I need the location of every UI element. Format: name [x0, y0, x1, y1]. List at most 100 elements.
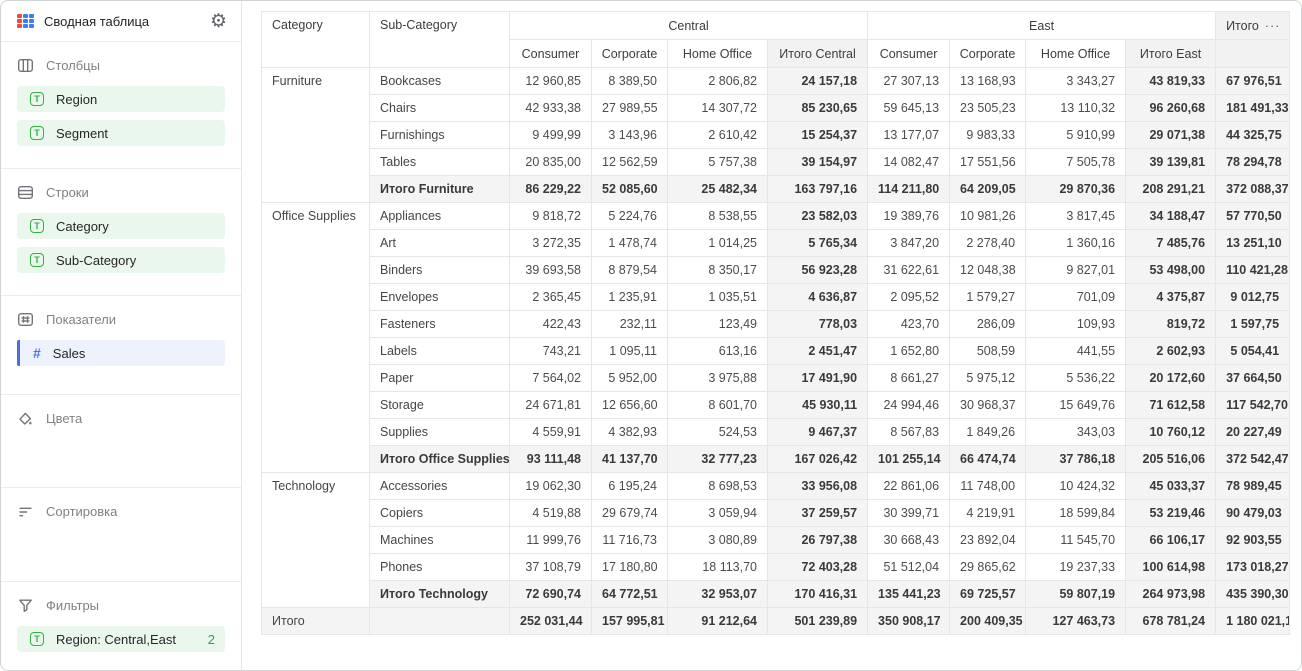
value-cell: 1 014,25	[667, 229, 768, 257]
field-segment[interactable]: T Segment	[17, 120, 225, 146]
divider	[1, 168, 241, 169]
subcategory-cell: Envelopes	[369, 283, 510, 311]
dimension-type-icon: T	[30, 632, 44, 646]
value-cell: 51 512,04	[867, 553, 951, 581]
total-value-cell: 2 602,93	[1125, 337, 1217, 365]
section-label: Столбцы	[46, 58, 100, 73]
total-value-cell: 92 903,55	[1215, 526, 1291, 554]
field-sub-category[interactable]: T Sub-Category	[17, 247, 225, 273]
measures-icon	[17, 311, 34, 328]
value-cell: 1 579,27	[949, 283, 1027, 311]
total-value-cell: 53 498,00	[1125, 256, 1217, 284]
chart-type-title: Сводная таблица	[44, 13, 150, 29]
total-value-cell: 173 018,27	[1215, 553, 1291, 581]
field-region[interactable]: T Region	[17, 86, 225, 112]
value-cell: 8 538,55	[667, 202, 768, 230]
value-cell: 64 772,51	[591, 580, 668, 608]
subcategory-cell: Appliances	[369, 202, 510, 230]
value-cell: 127 463,73	[1025, 607, 1127, 635]
pivot-row: Phones 37 108,79 17 180,80 18 113,70 72 403,…	[262, 553, 1291, 581]
total-value-cell: 9 012,75	[1215, 283, 1291, 311]
value-cell: 9 499,99	[509, 121, 592, 149]
value-cell: 27 989,55	[591, 94, 668, 122]
dimension-type-icon: T	[30, 92, 44, 106]
value-cell: 441,55	[1025, 337, 1127, 365]
total-value-cell: 44 325,75	[1215, 121, 1291, 149]
value-cell: 69 725,57	[949, 580, 1027, 608]
total-value-cell: 17 491,90	[766, 364, 869, 392]
value-cell: 14 307,72	[667, 94, 768, 122]
pivot-row: Furniture Bookcases 12 960,85 8 389,50 2 806…	[261, 67, 1291, 203]
value-cell: 42 933,38	[509, 94, 592, 122]
total-value-cell: 2 451,47	[766, 337, 869, 365]
field-sales[interactable]: # Sales	[17, 340, 225, 366]
dimension-type-icon: T	[30, 253, 44, 267]
dimension-type-icon: T	[30, 126, 44, 140]
column-menu-icon[interactable]: ···	[1264, 18, 1281, 33]
value-cell: 29 870,36	[1025, 175, 1127, 203]
value-cell: 72 690,74	[509, 580, 592, 608]
total-value-cell: 45 930,11	[766, 391, 869, 419]
value-cell: 3 343,27	[1025, 67, 1127, 95]
value-cell: 4 559,91	[509, 418, 592, 446]
value-cell: 8 567,83	[867, 418, 951, 446]
grand-total-empty-cell	[369, 607, 510, 635]
total-value-cell: 39 154,97	[766, 148, 869, 176]
value-cell: 4 382,93	[591, 418, 668, 446]
value-cell: 3 272,35	[509, 229, 592, 257]
total-value-cell: 372 088,37	[1215, 175, 1291, 203]
value-cell: 701,09	[1025, 283, 1127, 311]
total-value-cell: 170 416,31	[766, 580, 869, 608]
value-cell: 1 035,51	[667, 283, 768, 311]
total-value-cell: 24 157,18	[766, 67, 869, 95]
value-cell: 64 209,05	[949, 175, 1027, 203]
section-sorting: Сортировка	[1, 488, 241, 581]
total-value-cell: 778,03	[766, 310, 869, 338]
value-cell: 39 693,58	[509, 256, 592, 284]
value-cell: 91 212,64	[667, 607, 768, 635]
value-cell: 10 981,26	[949, 202, 1027, 230]
value-cell: 743,21	[509, 337, 592, 365]
value-cell: 41 137,70	[591, 445, 668, 473]
value-cell: 13 177,07	[867, 121, 951, 149]
value-cell: 1 360,16	[1025, 229, 1127, 257]
subcategory-cell: Copiers	[369, 499, 510, 527]
total-value-cell: 66 106,17	[1125, 526, 1217, 554]
value-cell: 13 110,32	[1025, 94, 1127, 122]
filter-count-badge: 2	[207, 631, 215, 647]
value-cell: 8 389,50	[591, 67, 668, 95]
gear-icon[interactable]: ⚙	[209, 10, 227, 32]
subtotal-label-cell: Итого Office Supplies	[369, 445, 510, 473]
value-cell: 3 847,20	[867, 229, 951, 257]
value-cell: 5 952,00	[591, 364, 668, 392]
total-value-cell: 37 259,57	[766, 499, 869, 527]
value-cell: 18 599,84	[1025, 499, 1127, 527]
total-value-cell: 29 071,38	[1125, 121, 1217, 149]
value-cell: 613,16	[667, 337, 768, 365]
total-value-cell: 501 239,89	[766, 607, 869, 635]
value-cell: 1 478,74	[591, 229, 668, 257]
value-cell: 27 307,13	[867, 67, 951, 95]
grand-total-column-header[interactable]: Итого ···	[1215, 11, 1291, 40]
field-category[interactable]: T Category	[17, 213, 225, 239]
total-value-cell: 33 956,08	[766, 472, 869, 500]
pivot-row: Machines 11 999,76 11 716,73 3 080,89 26 797…	[262, 526, 1291, 554]
total-value-cell: 13 251,10	[1215, 229, 1291, 257]
total-value-cell: 71 612,58	[1125, 391, 1217, 419]
value-cell: 135 441,23	[867, 580, 951, 608]
value-cell: 8 601,70	[667, 391, 768, 419]
pivot-row: Furnishings 9 499,99 3 143,96 2 610,42 15 25…	[262, 121, 1291, 149]
colors-icon	[17, 410, 34, 427]
pivot-row: Art 3 272,35 1 478,74 1 014,25 5 765,34 3 847…	[262, 229, 1291, 257]
pivot-row: Binders 39 693,58 8 879,54 8 350,17 56 923,2…	[262, 256, 1291, 284]
value-cell: 12 562,59	[591, 148, 668, 176]
total-value-cell: 7 485,76	[1125, 229, 1217, 257]
total-value-cell: 72 403,28	[766, 553, 869, 581]
filter-region[interactable]: T Region: Central,East 2	[17, 626, 225, 652]
value-cell: 17 551,56	[949, 148, 1027, 176]
total-value-cell: 56 923,28	[766, 256, 869, 284]
total-value-cell: 264 973,98	[1125, 580, 1217, 608]
value-cell: 524,53	[667, 418, 768, 446]
subcategory-cell: Bookcases	[369, 67, 510, 95]
subtotal-label-cell: Итого Furniture	[369, 175, 510, 203]
